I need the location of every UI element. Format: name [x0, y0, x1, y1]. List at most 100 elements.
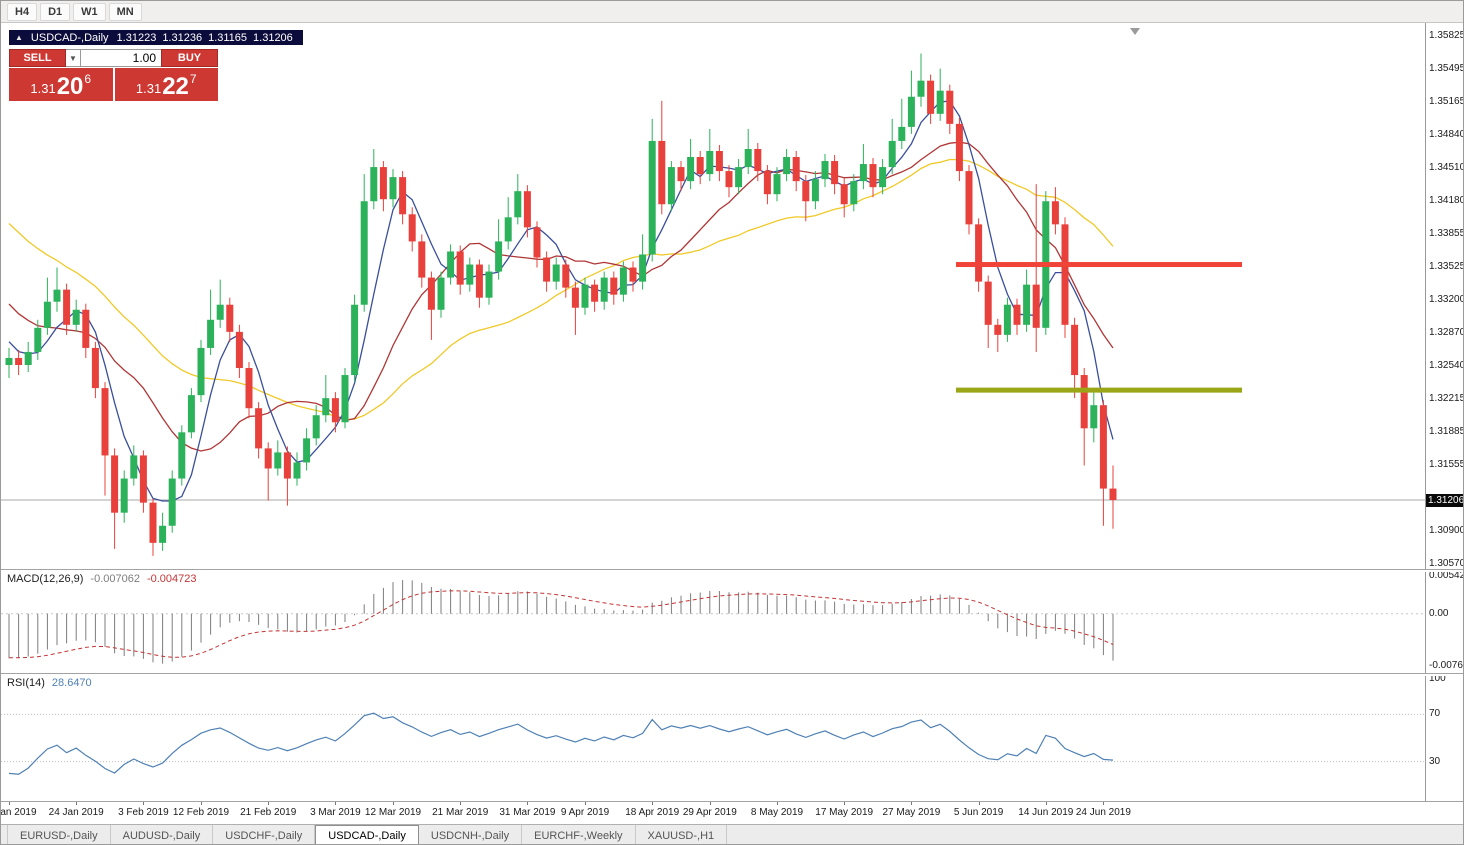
price-axis-label: 1.34510	[1429, 162, 1464, 174]
tab-xauusd-h1[interactable]: XAUUSD-,H1	[636, 825, 728, 844]
buy-price-sup: 7	[189, 72, 197, 86]
chart-title-bar: ▲ USDCAD-,Daily 1.31223 1.31236 1.31165 …	[9, 30, 303, 45]
date-axis-label: 27 May 2019	[882, 807, 941, 818]
price-axis-label: 1.35495	[1429, 63, 1464, 75]
tab-eurchf-weekly[interactable]: EURCHF-,Weekly	[522, 825, 636, 844]
date-tick	[911, 802, 913, 805]
macd-value-main: -0.007062	[90, 573, 140, 585]
price-axis-label: 1.32215	[1429, 392, 1464, 404]
macd-panel[interactable]: MACD(12,26,9) -0.007062 -0.004723	[1, 571, 1425, 673]
rsi-axis-label: 70	[1429, 708, 1441, 720]
rsi-label: RSI(14) 28.6470	[7, 677, 92, 689]
ohlc-close: 1.31206	[253, 31, 293, 44]
macd-axis-label: 0.005421	[1429, 570, 1463, 582]
macd-value-signal: -0.004723	[146, 573, 197, 585]
tab-usdcad-daily[interactable]: USDCAD-,Daily	[315, 825, 419, 844]
timeframe-button-d1[interactable]: D1	[40, 2, 71, 21]
price-axis-label: 1.33525	[1429, 261, 1464, 273]
date-tick	[1103, 802, 1105, 805]
collapse-icon[interactable]: ▲	[15, 33, 23, 42]
date-tick	[143, 802, 145, 805]
rsi-panel-divider[interactable]	[1, 673, 1463, 676]
price-axis-label: 1.35165	[1429, 96, 1464, 108]
timeframe-button-h4[interactable]: H4	[7, 2, 38, 21]
date-axis-label: 12 Mar 2019	[364, 807, 422, 818]
date-tick	[335, 802, 337, 805]
ohlc-high: 1.31236	[162, 31, 203, 44]
date-axis-label: 24 Jun 2019	[1075, 807, 1131, 818]
date-axis-label: 3 Mar 2019	[310, 807, 361, 818]
price-axis-label: 1.35825	[1429, 29, 1464, 41]
price-axis-label: 1.32870	[1429, 326, 1464, 338]
tab-audusd-daily[interactable]: AUDUSD-,Daily	[111, 825, 214, 844]
candlestick-chart[interactable]	[1, 23, 1425, 569]
price-axis-label: 1.32540	[1429, 360, 1464, 371]
date-axis-label: 31 Mar 2019	[499, 807, 556, 818]
rsi-axis-label: 30	[1429, 755, 1441, 767]
tab-eurusd-daily[interactable]: EURUSD-,Daily	[7, 825, 111, 844]
date-axis-label: 29 Apr 2019	[682, 807, 737, 818]
macd-label: MACD(12,26,9) -0.007062 -0.004723	[7, 573, 197, 585]
sell-button[interactable]: SELL	[9, 49, 66, 67]
horizontal-level-line	[956, 262, 1242, 268]
rsi-panel[interactable]: RSI(14) 28.6470	[1, 675, 1425, 801]
date-axis-label: 3 Feb 2019	[118, 807, 169, 818]
date-axis-label: 24 Jan 2019	[48, 807, 104, 818]
macd-axis-label: -0.007656	[1429, 660, 1463, 672]
ohlc-low: 1.31165	[208, 31, 248, 44]
timeframe-button-mn[interactable]: MN	[108, 2, 142, 21]
date-axis-label: 14 Jun 2019	[1018, 807, 1074, 818]
buy-button[interactable]: BUY	[161, 49, 218, 67]
price-axis-label: 1.30900	[1429, 524, 1464, 536]
lot-size-input[interactable]	[81, 49, 161, 67]
date-tick	[268, 802, 270, 805]
rsi-value: 28.6470	[51, 677, 92, 689]
price-axis-label: 1.34180	[1429, 195, 1464, 207]
date-tick	[1045, 802, 1047, 805]
date-tick	[527, 802, 529, 805]
horizontal-level-line	[956, 387, 1242, 393]
tab-usdchf-daily[interactable]: USDCHF-,Daily	[213, 825, 316, 844]
sell-price-button[interactable]: 1.31 20 6	[9, 68, 113, 101]
date-axis-label: 5 Jun 2019	[953, 807, 1004, 818]
macd-panel-divider[interactable]	[1, 569, 1463, 572]
chart-shift-marker-icon[interactable]	[1130, 28, 1140, 35]
rsi-chart[interactable]	[1, 675, 1425, 801]
date-tick	[393, 802, 394, 805]
date-tick	[585, 802, 586, 805]
sell-price-big: 20	[56, 73, 84, 100]
price-axis-label: 1.34840	[1429, 128, 1464, 140]
current-price-tag: 1.31206	[1426, 493, 1464, 507]
ma-line-13	[8, 141, 1114, 452]
price-axis-label: 1.31885	[1429, 425, 1464, 437]
lot-dropdown-icon[interactable]: ▼	[66, 49, 81, 67]
one-click-trading-panel: SELL ▼ BUY 1.31 20 6 1.31 22 7	[9, 49, 218, 101]
date-tick	[652, 802, 654, 805]
price-chart-area[interactable]: ▲ USDCAD-,Daily 1.31223 1.31236 1.31165 …	[1, 23, 1425, 569]
price-axis[interactable]: 1.35825 1.35495 1.35165 1.34840 1.34510 1.341…	[1425, 23, 1464, 801]
date-tick	[201, 802, 202, 805]
ohlc-values: 1.31223 1.31236 1.31165 1.31206	[117, 32, 293, 44]
price-axis-label: 1.33855	[1429, 227, 1464, 239]
date-tick	[76, 802, 78, 805]
rsi-line	[8, 712, 1114, 775]
buy-price-big: 22	[162, 73, 189, 100]
price-axis-label: 1.30570	[1429, 557, 1464, 569]
timeframe-toolbar: H4 D1 W1 MN	[1, 1, 1463, 23]
date-axis-label: 8 May 2019	[750, 807, 804, 818]
date-axis-label: 15 Jan 2019	[0, 807, 37, 818]
date-tick	[777, 802, 778, 805]
buy-price-button[interactable]: 1.31 22 7	[114, 68, 218, 101]
macd-chart[interactable]	[1, 571, 1425, 673]
timeframe-button-w1[interactable]: W1	[73, 2, 106, 21]
chart-symbol-title: USDCAD-,Daily	[30, 31, 109, 44]
date-tick	[9, 802, 10, 805]
tab-usdcnh-daily[interactable]: USDCNH-,Daily	[419, 825, 523, 844]
price-axis-label: 1.33200	[1429, 293, 1464, 305]
date-axis-label: 17 May 2019	[815, 807, 874, 818]
date-axis-label: 18 Apr 2019	[625, 807, 680, 818]
sell-price-base: 1.31	[30, 81, 56, 96]
candles-group	[5, 53, 1117, 556]
